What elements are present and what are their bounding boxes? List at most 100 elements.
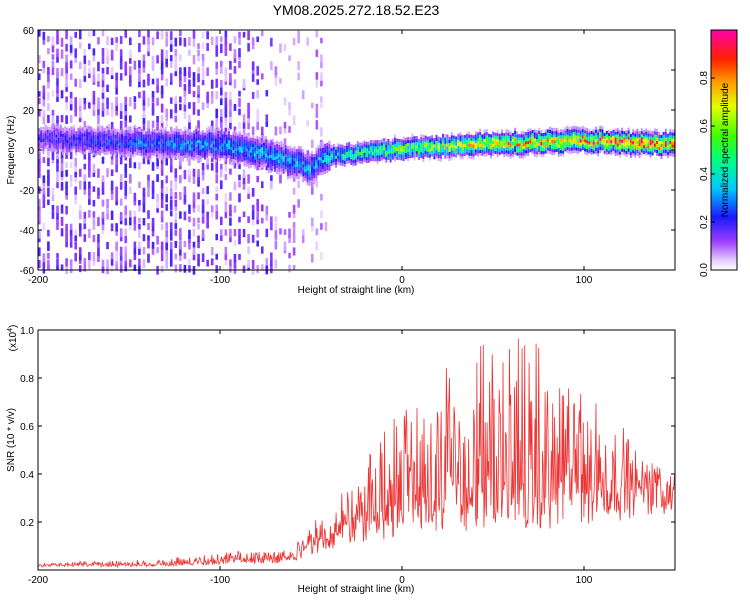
spectrogram-cell [529,149,532,153]
spectrogram-cell [444,143,447,147]
spectrogram-cell [151,61,155,71]
spectrogram-cell [629,136,632,140]
spectrogram-cell [249,146,252,150]
spectrogram-cell [156,174,159,182]
spectrogram-cell [57,146,60,150]
spectrogram-cell [112,145,115,149]
spectrogram-cell [627,142,630,146]
spectrogram-cell [56,67,59,76]
spectrogram-cell [470,134,473,138]
spectrogram-cell [311,172,313,176]
spectrogram-cell [217,145,220,149]
spectrogram-cell [188,169,191,176]
spectrogram-cell [77,142,80,146]
spectrogram-cell [599,128,602,132]
spectrogram-cell [658,149,661,154]
spectrogram-cell [525,138,528,142]
spectrogram-cell [70,145,73,149]
spectrogram-cell [201,31,205,39]
spectrogram-cell [542,141,545,146]
spectrogram-cell [279,43,282,53]
spectrogram-cell [525,141,528,145]
spectrogram-cell [411,142,414,146]
spectrogram-cell [511,135,514,140]
spectrogram-cell [313,168,316,173]
spectrogram-cell [88,131,91,135]
spectrogram-cell [293,152,296,156]
spectrogram-cell [241,146,244,150]
spectrogram-cell [220,60,223,67]
spectrogram-cell [525,150,528,154]
spectrogram-cell [230,134,233,139]
spectrogram-cell [105,148,108,152]
spectrogram-cell [120,143,123,147]
spectrogram-cell [99,137,102,141]
spectrogram-cell [398,150,401,155]
spectrogram-cell [158,144,161,148]
spectrogram-cell [247,120,250,130]
spectrogram-cell [603,150,606,155]
spectrogram-cell [133,60,137,70]
spectrogram-cell [206,91,209,101]
spectrogram-cell [160,138,163,142]
spectrogram-cell [160,147,163,151]
spectrogram-cell [365,156,368,161]
spectrogram-cell [505,138,508,142]
spectrogram-cell [44,127,47,131]
spectrogram-cell [88,67,91,74]
spectrogram-cell [553,134,556,138]
spectrogram-cell [247,30,250,41]
spectrogram-cell [228,136,231,141]
spectrogram-cell [442,139,445,144]
spectrogram-cell [313,174,316,179]
spectrogram-cell [66,130,69,134]
spectrogram-cell [341,162,344,166]
spectrogram-cell [183,252,187,259]
spectrogram-cell [518,137,521,141]
spectrogram-cell [616,143,619,147]
spectrogram-cell [568,138,571,143]
spectrogram-cell [485,153,488,157]
spectrogram-cell [544,147,547,151]
spectrogram-cell [66,139,69,143]
spectrogram-cell [457,142,460,146]
spectrogram-cell [210,126,213,130]
spectrogram-cell [393,152,396,156]
spectrogram-x-label: Height of straight line (km) [298,285,415,296]
spectrogram-cell [260,161,263,166]
spectrogram-cell [133,96,137,102]
spectrogram-cell [566,125,569,129]
spectrogram-cell [638,130,641,135]
spectrogram-cell [588,135,591,139]
spectrogram-cell [212,129,215,133]
spectrogram-cell [402,151,405,156]
spectrogram-cell [199,158,202,162]
spectrogram-cell [662,140,665,145]
spectrogram-cell [40,130,43,134]
spectrogram-cell [575,126,578,130]
spectrogram-cell [47,91,50,101]
spectrogram-cell [292,222,296,228]
colorbar-ticks: 0.00.20.40.60.8 [699,71,715,277]
spectrogram-cell [385,156,388,160]
spectrogram-cell [315,30,319,38]
snr-x-tick-label: -200 [28,575,48,586]
spectrogram-cell [118,139,121,143]
spectrogram-cell [195,137,198,141]
spectrogram-cell [145,146,148,150]
spectrogram-y-tick-label: -40 [20,226,35,237]
spectrogram-cell [308,162,311,166]
spectrogram-cell [610,149,613,153]
spectrogram-cell [220,66,223,74]
spectrogram-cell [396,138,399,142]
spectrogram-cell [48,138,51,142]
spectrogram-cell [210,153,213,157]
spectrogram-cell [156,198,159,209]
spectrogram-cell [162,128,165,132]
spectrogram-cell [354,162,357,166]
spectrogram-cell [229,109,232,117]
spectrogram-cell [241,143,244,147]
spectrogram-cell [636,152,639,156]
spectrogram-cell [621,145,624,149]
spectrogram-cell [175,143,178,147]
